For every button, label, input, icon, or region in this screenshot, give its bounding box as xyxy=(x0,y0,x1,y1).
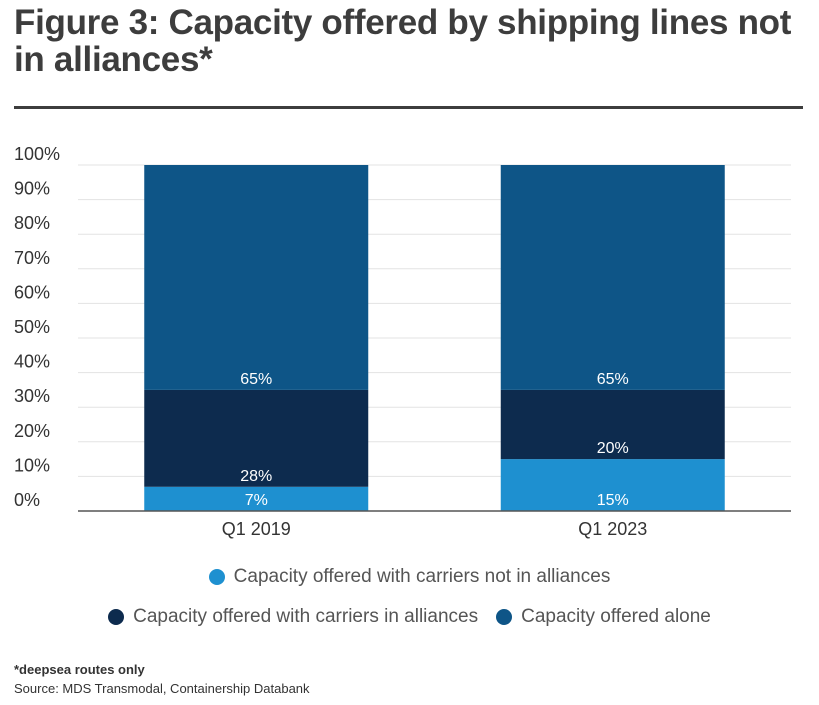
bar-segment xyxy=(144,165,369,390)
bars xyxy=(144,165,725,511)
legend-item-in-alliances[interactable]: Capacity offered with carriers in allian… xyxy=(108,606,478,628)
bar-value-label: 15% xyxy=(597,492,629,509)
bar-value-label: 28% xyxy=(240,468,272,485)
y-tick-label: 40% xyxy=(14,352,50,372)
legend-label: Capacity offered with carriers not in al… xyxy=(233,566,611,587)
legend-label: Capacity offered alone xyxy=(521,606,711,627)
bar-labels: 7% 28% 65% 15% 20% 65% xyxy=(240,371,629,509)
stacked-bar-chart: 0% 10% 20% 30% 40% 50% 60% 70% 80% 90% 100% 7% 28% 6… xyxy=(14,144,791,539)
bar-segment xyxy=(500,459,725,511)
x-tick-label: Q1 2023 xyxy=(578,519,647,539)
chart-title: Figure 3: Capacity offered by shipping l… xyxy=(14,3,792,79)
footnote: *deepsea routes only xyxy=(14,662,145,677)
y-axis-ticks: 0% 10% 20% 30% 40% 50% 60% 70% 80% 90% 100% xyxy=(14,144,60,510)
bar-segment xyxy=(144,486,369,511)
bar-segment xyxy=(144,389,369,487)
bar-value-label: 7% xyxy=(245,492,268,509)
title-divider xyxy=(14,106,803,109)
legend-item-alone[interactable]: Capacity offered alone xyxy=(496,606,711,628)
y-tick-label: 0% xyxy=(14,490,40,510)
source-line: Source: MDS Transmodal, Containership Da… xyxy=(14,681,310,696)
y-tick-label: 100% xyxy=(14,144,60,164)
legend-item-not-in-alliances[interactable]: Capacity offered with carriers not in al… xyxy=(208,566,611,588)
legend-swatch-light-blue xyxy=(208,569,225,585)
y-tick-label: 20% xyxy=(14,421,50,441)
bar-value-label: 65% xyxy=(240,371,272,388)
y-tick-label: 30% xyxy=(14,386,50,406)
legend-row-2: Capacity offered with carriers in allian… xyxy=(0,606,819,628)
x-axis-ticks: Q1 2019 Q1 2023 xyxy=(222,519,648,539)
bar-segment xyxy=(500,165,725,390)
legend-row-1: Capacity offered with carriers not in al… xyxy=(0,566,819,588)
y-tick-label: 60% xyxy=(14,282,50,302)
legend-swatch-blue xyxy=(496,609,513,625)
bar-value-label: 65% xyxy=(597,371,629,388)
bar-value-label: 20% xyxy=(597,440,629,457)
y-tick-label: 50% xyxy=(14,317,50,337)
y-tick-label: 70% xyxy=(14,248,50,268)
y-tick-label: 10% xyxy=(14,455,50,475)
legend-swatch-navy xyxy=(108,609,125,625)
legend-label: Capacity offered with carriers in allian… xyxy=(133,606,479,627)
x-tick-label: Q1 2019 xyxy=(222,519,291,539)
bar-segment xyxy=(500,389,725,460)
y-tick-label: 90% xyxy=(14,179,50,199)
y-tick-label: 80% xyxy=(14,213,50,233)
